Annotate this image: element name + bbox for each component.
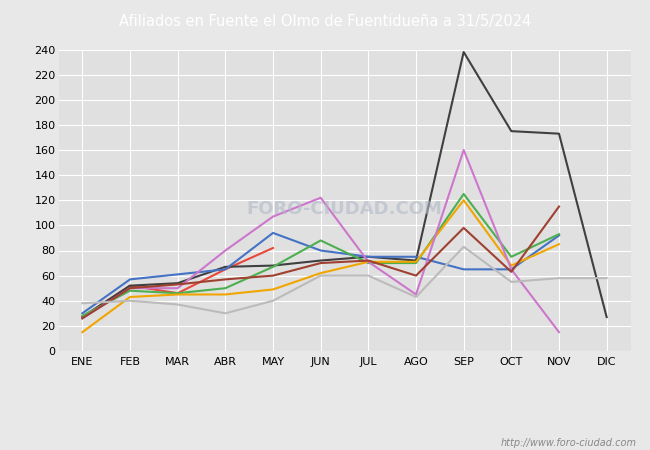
2022 bbox=[317, 248, 324, 253]
2020 bbox=[555, 242, 563, 247]
2024 bbox=[174, 291, 181, 296]
2019 bbox=[174, 285, 181, 291]
2022 bbox=[126, 277, 134, 282]
2024 bbox=[79, 315, 86, 320]
2022 bbox=[79, 310, 86, 316]
2020 bbox=[412, 259, 420, 265]
2021 bbox=[317, 238, 324, 243]
2019 bbox=[79, 315, 86, 321]
2021 bbox=[269, 264, 277, 270]
2022 bbox=[365, 254, 372, 260]
2018 bbox=[269, 273, 277, 278]
2019 bbox=[126, 285, 134, 291]
2022 bbox=[174, 272, 181, 277]
2019 bbox=[269, 214, 277, 219]
2023 bbox=[79, 315, 86, 320]
2017 bbox=[460, 244, 467, 249]
2018 bbox=[365, 258, 372, 263]
2020 bbox=[174, 292, 181, 297]
2022 bbox=[508, 267, 515, 272]
2017 bbox=[412, 294, 420, 300]
2021 bbox=[79, 313, 86, 319]
2020 bbox=[317, 270, 324, 276]
2023 bbox=[126, 283, 134, 288]
2020 bbox=[269, 287, 277, 292]
2021 bbox=[222, 285, 229, 291]
2023 bbox=[555, 131, 563, 136]
2023 bbox=[269, 263, 277, 268]
Line: 2023: 2023 bbox=[83, 52, 606, 317]
2023 bbox=[412, 258, 420, 263]
Line: 2024: 2024 bbox=[83, 248, 273, 317]
2020 bbox=[365, 259, 372, 265]
2017 bbox=[365, 273, 372, 278]
2018 bbox=[412, 273, 420, 278]
Text: http://www.foro-ciudad.com: http://www.foro-ciudad.com bbox=[501, 438, 637, 448]
2021 bbox=[174, 291, 181, 296]
2020 bbox=[126, 294, 134, 300]
2017 bbox=[317, 273, 324, 278]
2018 bbox=[174, 282, 181, 287]
2017 bbox=[222, 310, 229, 316]
2019 bbox=[365, 259, 372, 265]
2023 bbox=[460, 50, 467, 55]
2021 bbox=[365, 261, 372, 266]
2023 bbox=[174, 280, 181, 286]
2019 bbox=[222, 248, 229, 253]
2023 bbox=[222, 264, 229, 270]
2022 bbox=[222, 267, 229, 272]
2020 bbox=[508, 263, 515, 268]
2023 bbox=[365, 254, 372, 260]
2017 bbox=[555, 275, 563, 281]
Text: FORO-CIUDAD.COM: FORO-CIUDAD.COM bbox=[246, 200, 443, 218]
2018 bbox=[460, 225, 467, 230]
2018 bbox=[508, 269, 515, 274]
Line: 2020: 2020 bbox=[83, 200, 559, 332]
2020 bbox=[222, 292, 229, 297]
2020 bbox=[460, 198, 467, 203]
Line: 2022: 2022 bbox=[83, 233, 559, 313]
2024 bbox=[269, 245, 277, 251]
Text: Afiliados en Fuente el Olmo de Fuentidueña a 31/5/2024: Afiliados en Fuente el Olmo de Fuentidue… bbox=[119, 14, 531, 29]
2019 bbox=[317, 195, 324, 200]
2019 bbox=[555, 329, 563, 335]
2022 bbox=[269, 230, 277, 236]
2022 bbox=[460, 267, 467, 272]
2023 bbox=[317, 258, 324, 263]
2018 bbox=[79, 315, 86, 321]
2019 bbox=[412, 292, 420, 297]
2023 bbox=[508, 128, 515, 134]
2019 bbox=[460, 147, 467, 153]
2021 bbox=[460, 191, 467, 197]
2018 bbox=[126, 285, 134, 291]
2017 bbox=[603, 275, 610, 281]
2023 bbox=[603, 315, 610, 320]
2022 bbox=[555, 233, 563, 238]
2019 bbox=[508, 267, 515, 272]
2018 bbox=[317, 261, 324, 266]
2017 bbox=[508, 279, 515, 284]
Line: 2021: 2021 bbox=[83, 194, 559, 316]
2017 bbox=[126, 298, 134, 303]
2021 bbox=[508, 254, 515, 260]
2017 bbox=[269, 298, 277, 303]
2018 bbox=[222, 277, 229, 282]
2017 bbox=[174, 302, 181, 307]
Line: 2019: 2019 bbox=[83, 150, 559, 332]
2024 bbox=[126, 283, 134, 288]
Line: 2017: 2017 bbox=[83, 247, 606, 313]
2021 bbox=[412, 261, 420, 266]
2022 bbox=[412, 254, 420, 260]
Line: 2018: 2018 bbox=[83, 207, 559, 318]
2018 bbox=[555, 204, 563, 209]
2020 bbox=[79, 329, 86, 335]
2021 bbox=[126, 288, 134, 293]
2024 bbox=[222, 267, 229, 272]
2021 bbox=[555, 231, 563, 237]
2017 bbox=[79, 301, 86, 306]
